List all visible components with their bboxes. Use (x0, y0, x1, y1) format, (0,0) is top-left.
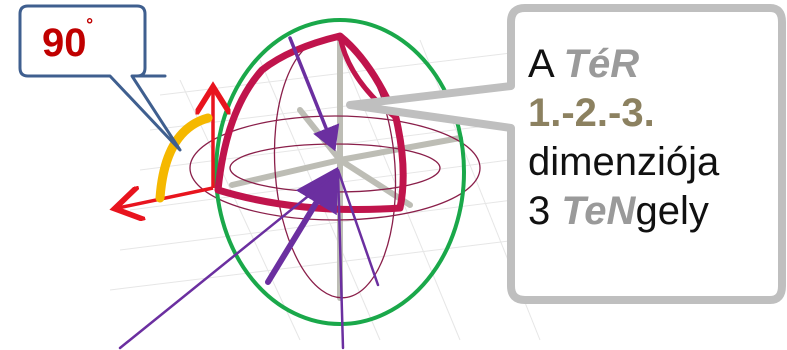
line4-prefix: 3 (528, 189, 562, 233)
sphere-outline (214, 18, 466, 326)
vectors (118, 36, 380, 350)
angle-callout (18, 4, 182, 152)
callout-line-2: 1.-2.-3. (528, 91, 655, 135)
space-callout (346, 4, 786, 304)
line1-prefix: A (528, 42, 564, 86)
callout-line-1: A TéR (528, 40, 778, 89)
red-axis-arrows (118, 90, 213, 208)
arrow-icon (118, 188, 214, 208)
space-callout-text: A TéR 1.-2.-3. dimenziója 3 TeNgely (528, 40, 778, 236)
term-ter: TéR (563, 42, 640, 86)
degree-unit: ˚ (86, 16, 94, 41)
callout-line-4: 3 TeNgely (528, 187, 778, 236)
line4-suffix: gely (635, 189, 709, 233)
callout-line-3: dimenziója (528, 140, 720, 184)
term-ten: TeN (561, 189, 636, 233)
angle-label: 90˚ (42, 16, 94, 66)
angle-value: 90 (42, 21, 87, 65)
